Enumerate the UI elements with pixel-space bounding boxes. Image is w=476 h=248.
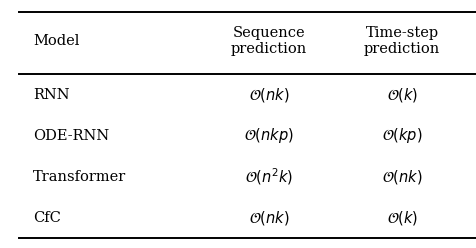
Text: $\mathcal{O}(nkp)$: $\mathcal{O}(nkp)$ [244, 126, 294, 145]
Text: Sequence
prediction: Sequence prediction [231, 26, 307, 56]
Text: Transformer: Transformer [33, 170, 127, 184]
Text: $\mathcal{O}(kp)$: $\mathcal{O}(kp)$ [382, 126, 423, 145]
Text: RNN: RNN [33, 88, 70, 102]
Text: $\mathcal{O}(nk)$: $\mathcal{O}(nk)$ [248, 209, 289, 227]
Text: $\mathcal{O}(k)$: $\mathcal{O}(k)$ [387, 209, 418, 227]
Text: $\mathcal{O}(nk)$: $\mathcal{O}(nk)$ [248, 86, 289, 104]
Text: $\mathcal{O}(nk)$: $\mathcal{O}(nk)$ [382, 168, 423, 186]
Text: $\mathcal{O}(n^2k)$: $\mathcal{O}(n^2k)$ [245, 166, 293, 187]
Text: Model: Model [33, 34, 79, 48]
Text: CfC: CfC [33, 211, 61, 225]
Text: $\mathcal{O}(k)$: $\mathcal{O}(k)$ [387, 86, 418, 104]
Text: Time-step
prediction: Time-step prediction [364, 26, 440, 56]
Text: ODE-RNN: ODE-RNN [33, 129, 109, 143]
